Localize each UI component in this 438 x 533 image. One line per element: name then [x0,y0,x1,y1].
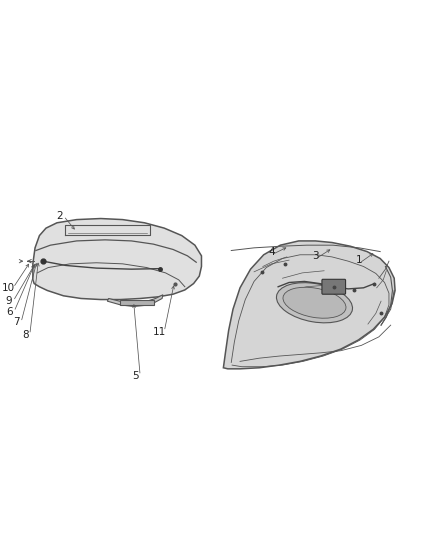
Polygon shape [33,219,201,300]
Text: 6: 6 [6,307,13,317]
Text: 3: 3 [312,251,319,261]
Text: 7: 7 [13,318,20,327]
Text: 11: 11 [153,327,166,336]
Text: 10: 10 [2,283,15,293]
Ellipse shape [283,287,346,318]
Polygon shape [120,300,154,305]
Polygon shape [223,241,395,369]
Ellipse shape [276,282,353,323]
Text: 8: 8 [22,330,29,340]
FancyBboxPatch shape [322,279,346,294]
Text: 5: 5 [132,371,139,381]
Text: 4: 4 [268,247,275,256]
Text: 1: 1 [356,255,363,265]
Text: 2: 2 [56,211,63,221]
Polygon shape [107,295,163,306]
Text: 9: 9 [5,296,12,306]
